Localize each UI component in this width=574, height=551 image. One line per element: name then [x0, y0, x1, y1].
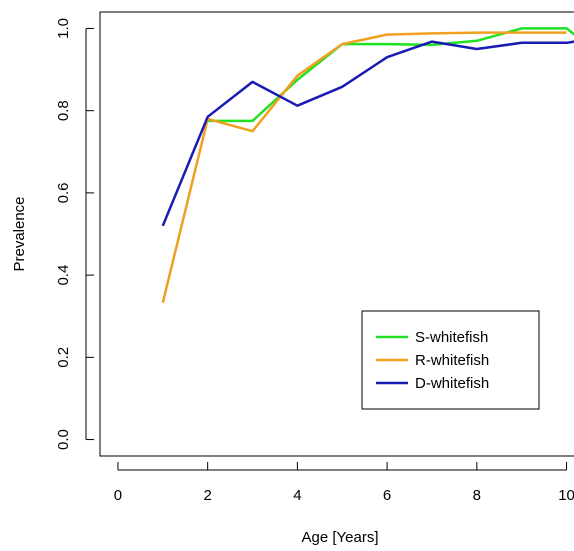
y-tick-label: 0.0 — [55, 429, 72, 450]
series-line-r-whitefish — [161, 31, 567, 303]
plot-frame — [99, 11, 574, 457]
y-tick-label: 1.0 — [55, 18, 72, 39]
legend: S-whitefish R-whitefish D-whitefish — [361, 310, 540, 410]
x-axis: 0 2 4 6 8 10 — [114, 462, 574, 504]
series-line-d-whitefish — [161, 40, 574, 227]
legend-label-d-whitefish: D-whitefish — [415, 375, 489, 392]
x-tick-label: 4 — [293, 487, 301, 504]
x-tick-label: 10 — [558, 487, 574, 504]
series-line-s-whitefish — [207, 27, 574, 123]
y-tick-label: 0.4 — [55, 265, 72, 286]
legend-label-r-whitefish: R-whitefish — [415, 352, 489, 369]
series-layer — [161, 27, 574, 303]
x-tick-label: 2 — [203, 487, 211, 504]
y-tick-label: 0.8 — [55, 100, 72, 121]
y-axis-title: Prevalence — [11, 196, 28, 271]
x-axis-title: Age [Years] — [302, 529, 379, 546]
x-tick-label: 6 — [383, 487, 391, 504]
y-axis: 0.0 0.2 0.4 0.6 0.8 1.0 — [55, 18, 94, 450]
x-tick-label: 0 — [114, 487, 122, 504]
legend-label-s-whitefish: S-whitefish — [415, 329, 488, 346]
x-tick-label: 8 — [473, 487, 481, 504]
y-tick-label: 0.6 — [55, 182, 72, 203]
y-tick-label: 0.2 — [55, 347, 72, 368]
